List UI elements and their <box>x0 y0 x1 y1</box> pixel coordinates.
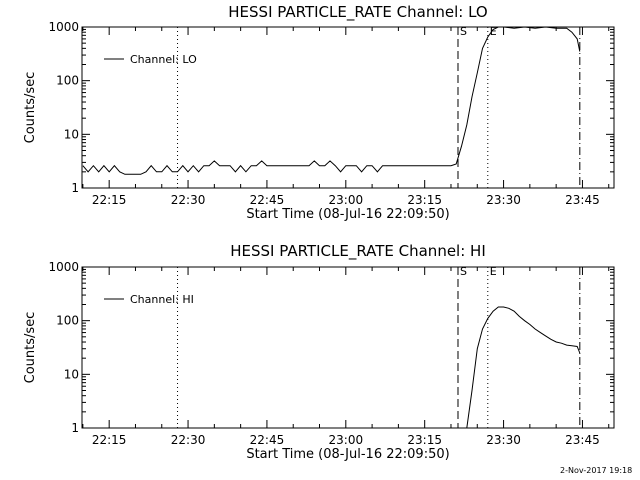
x-tick-label: 22:30 <box>171 433 206 447</box>
plot-frame <box>81 26 615 189</box>
chart-title: HESSI PARTICLE_RATE Channel: HI <box>230 242 486 261</box>
x-tick-label: 23:45 <box>565 433 600 447</box>
y-tick-label: 1 <box>71 181 79 195</box>
y-axis-label: Counts/sec <box>23 72 38 144</box>
legend-label: Channel: HI <box>130 293 194 306</box>
y-tick-label: 10 <box>64 127 79 141</box>
plot-frame <box>81 266 615 429</box>
y-tick-label: 1 <box>71 421 79 435</box>
event-marker-label: S <box>460 265 467 278</box>
series-line <box>82 26 581 175</box>
series-line <box>466 306 581 429</box>
y-tick-label: 1000 <box>48 20 79 34</box>
x-axis-label: Start Time (08-Jul-16 22:09:50) <box>246 207 449 222</box>
x-axis-label: Start Time (08-Jul-16 22:09:50) <box>246 447 449 462</box>
x-tick-label: 22:15 <box>92 193 127 207</box>
legend-label: Channel: LO <box>130 53 197 66</box>
y-axis-label: Counts/sec <box>23 312 38 384</box>
x-tick-label: 22:45 <box>250 433 285 447</box>
chart-title: HESSI PARTICLE_RATE Channel: LO <box>228 3 487 22</box>
x-tick-label: 23:15 <box>407 433 442 447</box>
event-marker-label: E <box>490 265 497 278</box>
x-tick-label: 23:00 <box>329 433 364 447</box>
x-tick-label: 22:30 <box>171 193 206 207</box>
panel-lo: HESSI PARTICLE_RATE Channel: LO 1 10 100 100… <box>23 3 615 222</box>
x-tick-label: 22:15 <box>92 433 127 447</box>
x-tick-label: 22:45 <box>250 193 285 207</box>
event-marker-label: E <box>490 25 497 38</box>
x-tick-label: 23:30 <box>486 193 521 207</box>
event-marker-label: S <box>460 25 467 38</box>
y-tick-label: 10 <box>64 367 79 381</box>
x-tick-label: 23:30 <box>486 433 521 447</box>
y-tick-label: 100 <box>56 314 79 328</box>
panel-hi: HESSI PARTICLE_RATE Channel: HI 1 10 100 100… <box>23 242 615 462</box>
x-tick-label: 23:45 <box>565 193 600 207</box>
y-tick-label: 1000 <box>48 260 79 274</box>
x-tick-label: 23:00 <box>329 193 364 207</box>
x-tick-label: 23:15 <box>407 193 442 207</box>
y-tick-label: 100 <box>56 74 79 88</box>
footer-timestamp: 2-Nov-2017 19:18 <box>560 466 633 475</box>
